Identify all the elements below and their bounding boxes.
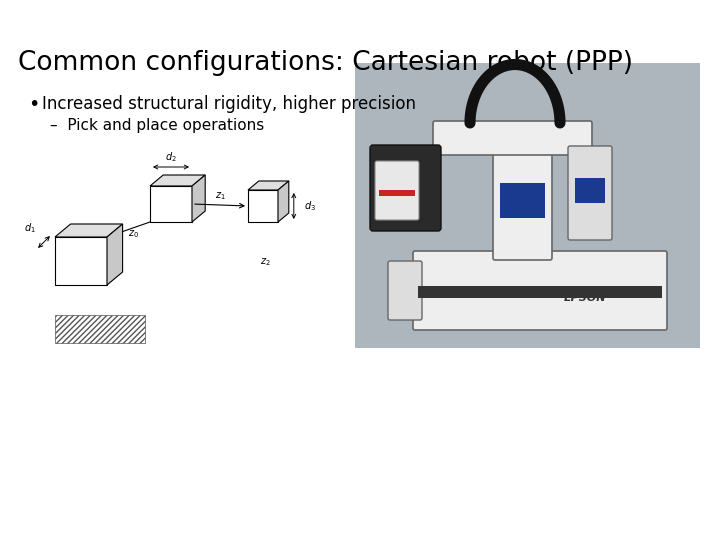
Text: –  Pick and place operations: – Pick and place operations	[50, 118, 264, 133]
Polygon shape	[55, 224, 122, 237]
FancyBboxPatch shape	[433, 121, 592, 155]
Text: EPSON: EPSON	[564, 293, 606, 303]
Polygon shape	[150, 175, 205, 186]
Text: Common configurations: Cartesian robot (PPP): Common configurations: Cartesian robot (…	[18, 50, 633, 76]
FancyBboxPatch shape	[413, 251, 667, 330]
Polygon shape	[55, 237, 107, 285]
Text: $d_3$: $d_3$	[304, 199, 316, 213]
Polygon shape	[192, 175, 205, 222]
Bar	[575, 178, 605, 203]
Bar	[379, 190, 415, 196]
Polygon shape	[107, 224, 122, 285]
Text: •: •	[28, 95, 40, 114]
Bar	[55, 315, 145, 343]
FancyBboxPatch shape	[493, 146, 552, 260]
Text: Increased structural rigidity, higher precision: Increased structural rigidity, higher pr…	[42, 95, 416, 113]
Polygon shape	[248, 181, 289, 190]
FancyBboxPatch shape	[568, 146, 612, 240]
Text: $d_2$: $d_2$	[165, 150, 177, 164]
Bar	[418, 286, 662, 298]
Text: $z_1$: $z_1$	[215, 190, 225, 202]
FancyBboxPatch shape	[370, 145, 441, 231]
Text: $z_0$: $z_0$	[128, 228, 140, 240]
Text: $d_1$: $d_1$	[24, 221, 36, 235]
FancyBboxPatch shape	[388, 261, 422, 320]
FancyBboxPatch shape	[375, 161, 419, 220]
Bar	[355, 63, 700, 348]
Text: $z_2$: $z_2$	[260, 256, 270, 268]
Bar	[500, 183, 545, 218]
Polygon shape	[150, 186, 192, 222]
Polygon shape	[248, 190, 278, 222]
Polygon shape	[278, 181, 289, 222]
